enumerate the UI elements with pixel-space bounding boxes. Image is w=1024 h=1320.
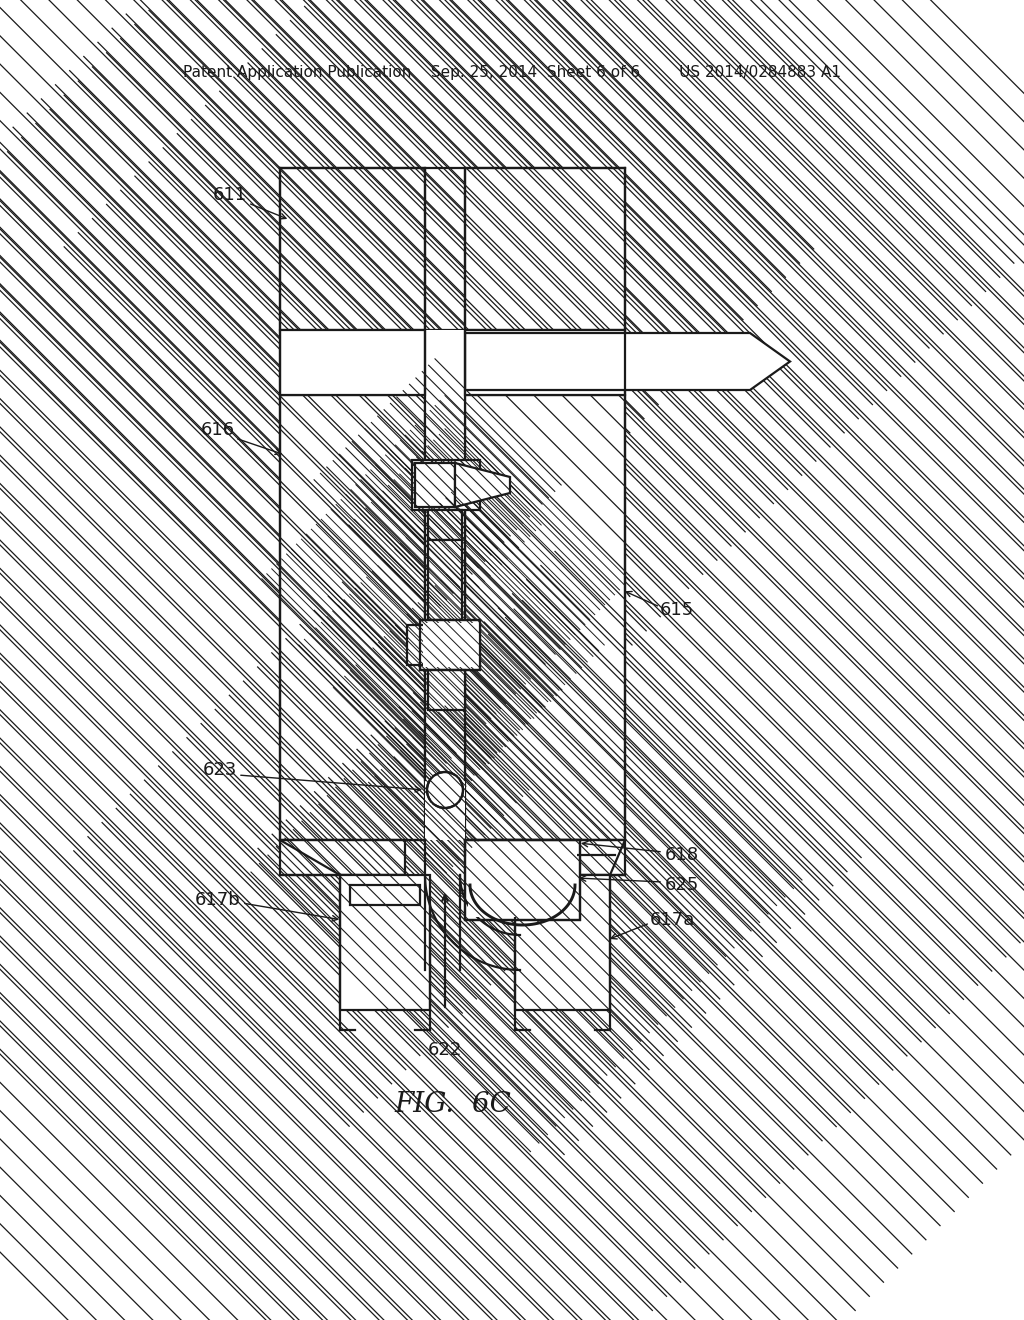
- Text: 623: 623: [203, 762, 238, 779]
- Polygon shape: [465, 333, 790, 389]
- Bar: [465, 840, 580, 920]
- Bar: [428, 540, 462, 620]
- Bar: [340, 875, 430, 1010]
- Bar: [425, 395, 465, 840]
- Bar: [280, 840, 406, 875]
- Bar: [428, 510, 462, 540]
- Text: 611: 611: [213, 186, 247, 205]
- Bar: [280, 395, 425, 840]
- Bar: [465, 395, 625, 840]
- Bar: [465, 168, 625, 330]
- Polygon shape: [455, 463, 510, 507]
- Text: 617b: 617b: [196, 891, 241, 909]
- Circle shape: [427, 772, 463, 808]
- Text: 615: 615: [660, 601, 694, 619]
- Bar: [515, 875, 610, 1010]
- Text: 625: 625: [665, 876, 699, 894]
- Bar: [280, 330, 625, 395]
- Bar: [428, 671, 465, 710]
- Bar: [415, 463, 455, 507]
- Text: 616: 616: [201, 421, 236, 440]
- Bar: [485, 840, 625, 875]
- Bar: [423, 623, 480, 667]
- Bar: [280, 168, 425, 330]
- Bar: [350, 884, 420, 906]
- Bar: [425, 330, 465, 395]
- Bar: [420, 620, 480, 671]
- Text: Patent Application Publication    Sep. 25, 2014  Sheet 6 of 6        US 2014/028: Patent Application Publication Sep. 25, …: [183, 65, 841, 79]
- Text: 622: 622: [428, 1041, 462, 1059]
- Text: 618: 618: [665, 846, 699, 865]
- Text: 617a: 617a: [650, 911, 695, 929]
- Bar: [420, 620, 480, 671]
- Text: FIG.  6C: FIG. 6C: [394, 1092, 511, 1118]
- Bar: [407, 624, 425, 665]
- Bar: [468, 843, 577, 917]
- Bar: [412, 459, 480, 510]
- Bar: [431, 776, 459, 804]
- Bar: [465, 840, 580, 920]
